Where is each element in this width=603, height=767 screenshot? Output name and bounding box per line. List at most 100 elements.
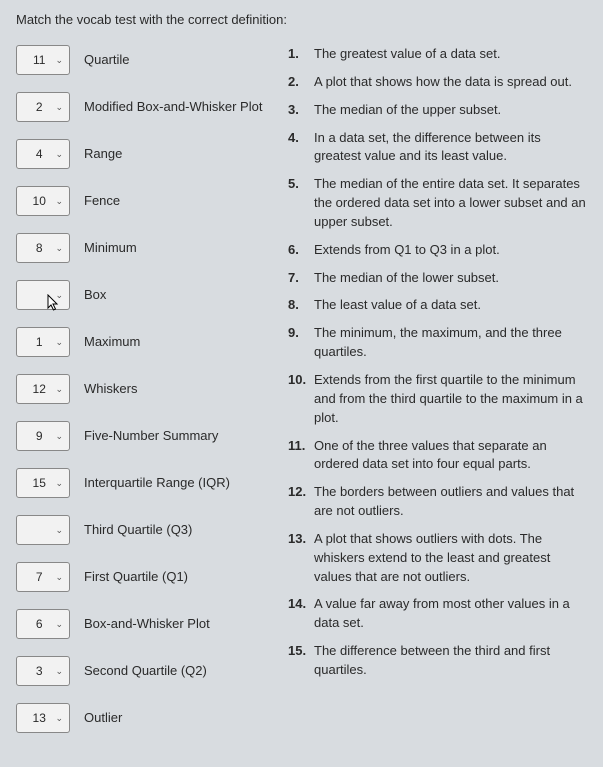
answer-select[interactable]: 10⌄ <box>16 186 70 216</box>
answer-select[interactable]: 6⌄ <box>16 609 70 639</box>
definition-text: The median of the upper subset. <box>314 101 587 120</box>
chevron-down-icon: ⌄ <box>55 431 63 442</box>
chevron-down-icon: ⌄ <box>55 478 63 489</box>
definition-text: The median of the entire data set. It se… <box>314 175 587 232</box>
term-row: 8⌄ Minimum <box>16 233 276 263</box>
term-label: First Quartile (Q1) <box>84 569 188 586</box>
definition-number: 5. <box>288 175 314 191</box>
definition-row: 9.The minimum, the maximum, and the thre… <box>288 324 587 362</box>
term-label: Outlier <box>84 710 122 727</box>
definition-number: 7. <box>288 269 314 285</box>
select-value: 4 <box>23 147 55 161</box>
chevron-down-icon: ⌄ <box>55 572 63 583</box>
answer-select[interactable]: 3⌄ <box>16 656 70 686</box>
term-label: Fence <box>84 193 120 210</box>
answer-select[interactable]: 11⌄ <box>16 45 70 75</box>
definition-number: 4. <box>288 129 314 145</box>
definition-number: 15. <box>288 642 314 658</box>
term-row: 2⌄Modified Box-and-Whisker Plot <box>16 92 276 122</box>
term-label: Interquartile Range (IQR) <box>84 475 230 492</box>
term-label: Third Quartile (Q3) <box>84 522 192 539</box>
term-row: 1⌄ Maximum <box>16 327 276 357</box>
chevron-down-icon: ⌄ <box>55 102 63 113</box>
definition-row: 3.The median of the upper subset. <box>288 101 587 120</box>
term-row: 15⌄ Interquartile Range (IQR) <box>16 468 276 498</box>
answer-select[interactable]: ⌄ <box>16 280 70 310</box>
term-row: 3⌄Second Quartile (Q2) <box>16 656 276 686</box>
answer-select[interactable]: 2⌄ <box>16 92 70 122</box>
terms-column: 11⌄ Quartile 2⌄Modified Box-and-Whisker Pl… <box>16 45 276 750</box>
chevron-down-icon: ⌄ <box>55 243 63 254</box>
definition-number: 3. <box>288 101 314 117</box>
answer-select[interactable]: 7⌄ <box>16 562 70 592</box>
term-label: Range <box>84 146 122 163</box>
definition-row: 12.The borders between outliers and valu… <box>288 483 587 521</box>
term-row: ⌄ Third Quartile (Q3) <box>16 515 276 545</box>
select-value: 13 <box>23 711 55 725</box>
term-row: 4⌄ Range <box>16 139 276 169</box>
chevron-down-icon: ⌄ <box>55 55 63 66</box>
definition-number: 2. <box>288 73 314 89</box>
definition-text: A value far away from most other values … <box>314 595 587 633</box>
chevron-down-icon: ⌄ <box>55 384 63 395</box>
definition-text: The minimum, the maximum, and the three … <box>314 324 587 362</box>
definition-number: 12. <box>288 483 314 499</box>
answer-select[interactable]: 12⌄ <box>16 374 70 404</box>
definition-row: 8.The least value of a data set. <box>288 296 587 315</box>
chevron-down-icon: ⌄ <box>55 525 63 536</box>
definition-row: 6.Extends from Q1 to Q3 in a plot. <box>288 241 587 260</box>
chevron-down-icon: ⌄ <box>55 196 63 207</box>
term-label: Minimum <box>84 240 137 257</box>
definition-text: The difference between the third and fir… <box>314 642 587 680</box>
definition-number: 9. <box>288 324 314 340</box>
definition-row: 5.The median of the entire data set. It … <box>288 175 587 232</box>
definition-text: One of the three values that separate an… <box>314 437 587 475</box>
chevron-down-icon: ⌄ <box>55 666 63 677</box>
term-label: Maximum <box>84 334 140 351</box>
term-label: Quartile <box>84 52 130 69</box>
select-value: 6 <box>23 617 55 631</box>
definition-number: 11. <box>288 437 314 453</box>
main-container: 11⌄ Quartile 2⌄Modified Box-and-Whisker Pl… <box>16 45 587 750</box>
answer-select[interactable]: 9⌄ <box>16 421 70 451</box>
definition-text: The borders between outliers and values … <box>314 483 587 521</box>
answer-select[interactable]: ⌄ <box>16 515 70 545</box>
chevron-down-icon: ⌄ <box>55 619 63 630</box>
definition-text: The least value of a data set. <box>314 296 587 315</box>
chevron-down-icon: ⌄ <box>55 713 63 724</box>
definition-row: 7.The median of the lower subset. <box>288 269 587 288</box>
term-label: Box-and-Whisker Plot <box>84 616 210 633</box>
answer-select[interactable]: 4⌄ <box>16 139 70 169</box>
definition-row: 15.The difference between the third and … <box>288 642 587 680</box>
definition-text: The greatest value of a data set. <box>314 45 587 64</box>
answer-select[interactable]: 15⌄ <box>16 468 70 498</box>
select-value: 3 <box>23 664 55 678</box>
select-value: 2 <box>23 100 55 114</box>
term-row: 12⌄Whiskers <box>16 374 276 404</box>
answer-select[interactable]: 8⌄ <box>16 233 70 263</box>
term-row: ⌄ Box <box>16 280 276 310</box>
select-value: 12 <box>23 382 55 396</box>
definition-row: 10.Extends from the first quartile to th… <box>288 371 587 428</box>
definition-number: 10. <box>288 371 314 387</box>
answer-select[interactable]: 13⌄ <box>16 703 70 733</box>
definition-number: 1. <box>288 45 314 61</box>
definition-row: 4.In a data set, the difference between … <box>288 129 587 167</box>
select-value: 15 <box>23 476 55 490</box>
term-label: Five-Number Summary <box>84 428 218 445</box>
term-row: 6⌄ Box-and-Whisker Plot <box>16 609 276 639</box>
term-row: 10⌄ Fence <box>16 186 276 216</box>
definition-number: 13. <box>288 530 314 546</box>
definition-number: 8. <box>288 296 314 312</box>
select-value: 10 <box>23 194 55 208</box>
term-row: 13⌄ Outlier <box>16 703 276 733</box>
select-value: 1 <box>23 335 55 349</box>
chevron-down-icon: ⌄ <box>55 149 63 160</box>
definition-row: 11.One of the three values that separate… <box>288 437 587 475</box>
definition-row: 2.A plot that shows how the data is spre… <box>288 73 587 92</box>
term-label: Box <box>84 287 106 304</box>
select-value: 8 <box>23 241 55 255</box>
answer-select[interactable]: 1⌄ <box>16 327 70 357</box>
definitions-column: 1.The greatest value of a data set. 2.A p… <box>288 45 587 750</box>
definition-text: The median of the lower subset. <box>314 269 587 288</box>
